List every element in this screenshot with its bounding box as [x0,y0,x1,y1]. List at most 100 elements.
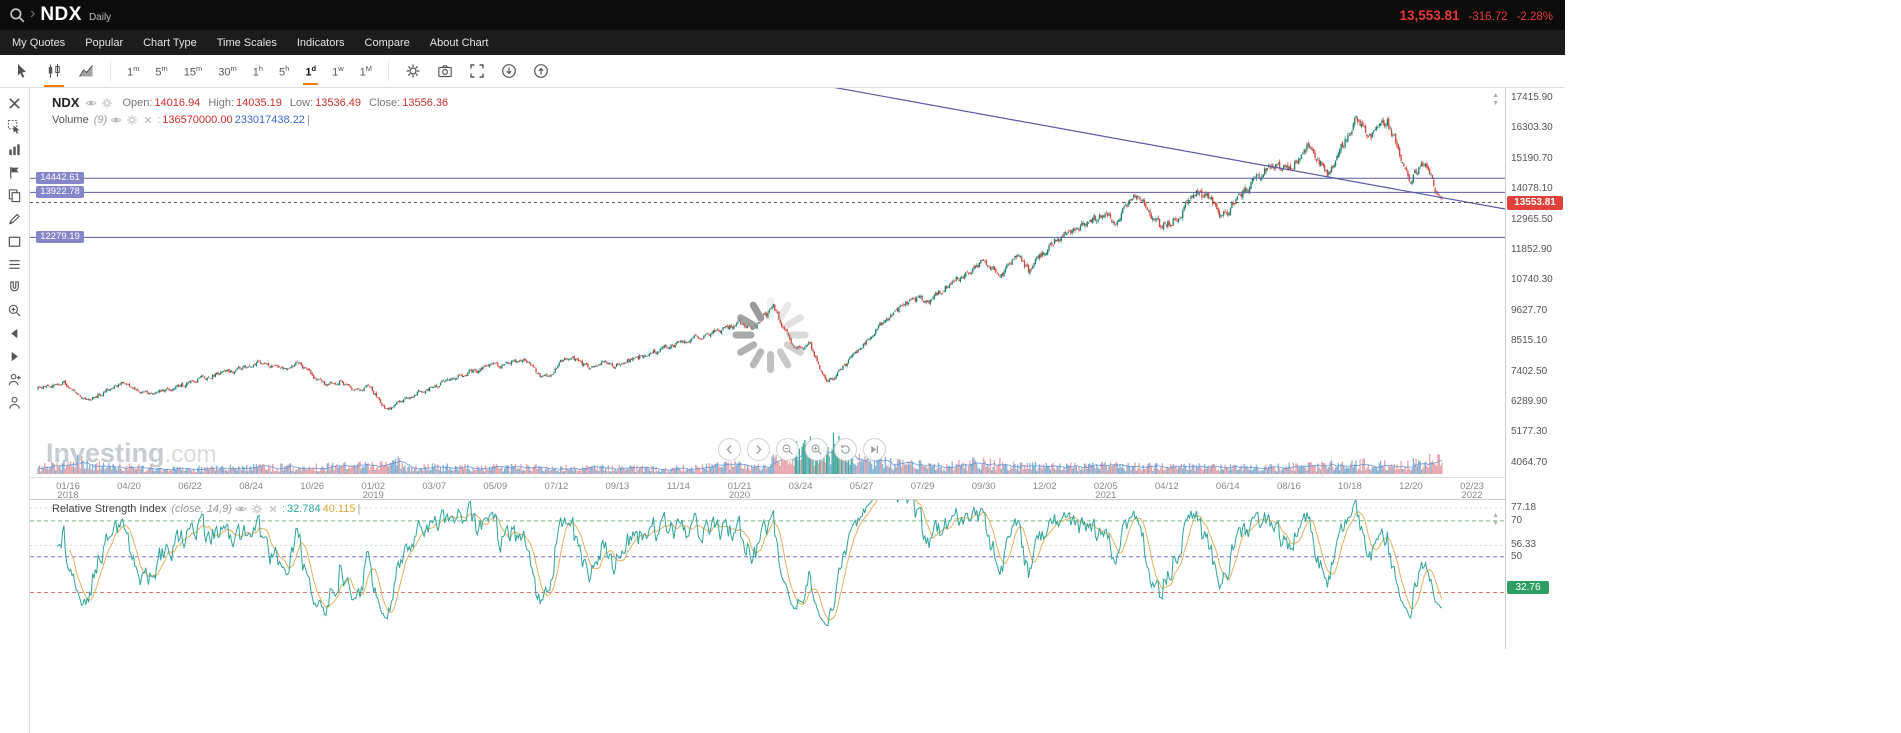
rectangle-tool[interactable] [7,234,22,249]
area-icon [78,63,94,79]
rsi-panel-resize-control[interactable]: ▲ ▼ [1492,512,1499,527]
gear-icon[interactable] [101,97,113,109]
zoom-out-button[interactable] [776,438,799,461]
menu-item-compare[interactable]: Compare [364,36,410,49]
close-tool-button[interactable] [7,96,22,111]
candles-icon [46,63,62,79]
volume-param: (9) [93,113,108,126]
eye-icon[interactable] [235,503,247,515]
close-icon[interactable] [142,114,154,126]
low-label: Low: [289,96,314,109]
bar-chart-tool[interactable] [7,142,22,157]
eye-icon[interactable] [110,114,122,126]
time-axis-label: 08/16 [1276,481,1301,492]
timeframe-15m-button[interactable]: 15m [183,63,203,79]
timeframe-1d-button[interactable]: 1d [303,55,318,88]
screenshot-button[interactable] [433,59,457,83]
pan-left-button[interactable] [718,438,741,461]
spinner-bar [732,331,754,339]
zoom-in-button[interactable] [805,438,828,461]
menu-item-indicators[interactable]: Indicators [296,36,345,49]
gear-icon[interactable] [126,114,138,126]
area-type-button[interactable] [74,59,98,83]
low-value: 13536.49 [315,96,362,109]
timeframe-1M-button[interactable]: 1M [359,63,372,79]
close-label: Close: [369,96,401,109]
rsi-signal-value: 40.115 [322,503,356,515]
menu-item-about-chart[interactable]: About Chart [429,36,489,49]
price-change: -316.72 [1468,10,1508,23]
timeframe-1h-button[interactable]: 1h [252,63,264,79]
price-axis-label: 11852.90 [1511,244,1552,255]
reset-view-button[interactable] [834,438,857,461]
close-icon [7,96,22,111]
person-icon [7,395,22,410]
open-value: 14016.94 [154,96,201,109]
menu-item-popular[interactable]: Popular [85,36,124,49]
pointer-select-tool[interactable] [7,119,22,134]
eye-icon[interactable] [85,97,98,109]
user-tool[interactable] [7,395,22,410]
volume-legend-row: Volume (9) : 136570000.00 233017438.22 | [52,111,448,128]
magnet-tool[interactable] [7,280,22,295]
volume-colon: : [157,113,161,126]
price-axis-label: 4064.70 [1511,456,1548,468]
copy-tool[interactable] [7,188,22,203]
close-icon[interactable] [267,503,279,515]
price-axis[interactable]: 17415.90 16303.30 15190.70 14078.10 12965.50… [1505,88,1565,649]
menu-item-chart-type[interactable]: Chart Type [143,36,197,49]
pan-right-button[interactable] [747,438,770,461]
toolbar-separator [387,61,389,81]
square-icon [7,234,22,249]
price-axis-label: 14078.10 [1511,183,1553,195]
chart-application: › NDX Daily 13,553.81 -316.72 -2.28% My … [0,0,1565,733]
cursor-tool-button[interactable] [10,59,34,83]
add-user-tool[interactable] [7,372,22,387]
time-axis[interactable]: 01/16 2018 04/20 06/22 08/24 10/26 01/02 2019 03… [30,477,1505,499]
price-axis-label: 5177.30 [1511,426,1548,438]
watermark-light: .com [164,441,217,468]
download-button[interactable] [497,59,521,83]
fullscreen-button[interactable] [465,59,489,83]
time-axis-label: 12/20 [1399,481,1423,492]
time-axis-label: 02/05 2021 [1093,481,1118,499]
flag-tool[interactable] [7,165,22,180]
reset-icon [839,443,852,456]
timeframe-5h-button[interactable]: 5h [279,63,290,79]
arrow-left-tool[interactable] [7,326,22,341]
top-bar-left: › NDX Daily [8,4,111,26]
price-axis-label: 8515.10 [1511,335,1548,347]
zoom-in-tool[interactable] [7,303,22,318]
rsi-colon: : [281,503,285,515]
time-axis-label: 12/02 [1032,481,1057,492]
arrow-right-tool[interactable] [7,349,22,364]
go-to-end-button[interactable] [863,438,886,461]
rsi-legend: Relative Strength Index (close, 14,9) : … [52,503,360,515]
settings-button[interactable] [401,59,425,83]
volume-value: 136570000.00 [162,113,233,126]
timeframe-1m-button[interactable]: 1m [127,63,140,79]
menu-item-time-scales[interactable]: Time Scales [216,36,277,49]
level-price-badge: 14442.61 [36,172,84,185]
time-axis-label: 04/12 [1154,481,1179,492]
panel-collapse-control[interactable]: ▲ ▼ [1492,92,1499,107]
time-axis-label: 06/14 [1215,481,1240,492]
parallel-lines-tool[interactable] [7,257,22,272]
time-axis-label: 05/09 [483,481,508,492]
timeframe-5m-button[interactable]: 5m [155,63,168,79]
time-axis-label: 08/24 [239,481,264,492]
candlestick-type-button[interactable] [42,59,66,87]
price-chart-panel[interactable]: Investing.com NDX Open: 14016.94 High: 1… [30,88,1505,477]
menu-bar: My Quotes Popular Chart Type Time Scales Ind… [0,30,1565,55]
time-axis-label: 03/24 [788,481,813,492]
timeframe-30m-button[interactable]: 30m [218,63,237,79]
share-button[interactable] [529,59,553,83]
search-icon[interactable] [8,6,26,24]
timeframe-1w-button[interactable]: 1w [332,63,344,79]
draw-tool[interactable] [7,211,22,226]
flag-icon [7,165,22,180]
rsi-panel[interactable]: Relative Strength Index (close, 14,9) : … [30,499,1505,649]
menu-item-my-quotes[interactable]: My Quotes [12,36,66,49]
time-axis-label: 01/16 2018 [56,481,80,499]
gear-icon[interactable] [251,503,263,515]
